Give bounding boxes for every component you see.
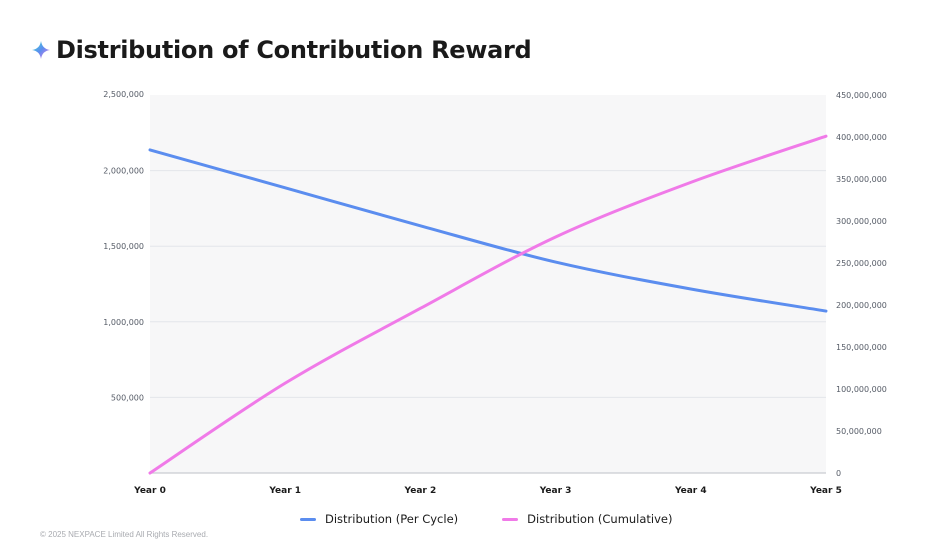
x-tick-label: Year 5 <box>809 486 842 496</box>
series-lines <box>148 134 828 475</box>
copyright-footer: © 2025 NEXPACE Limited All Rights Reserv… <box>40 530 209 539</box>
x-axis: Year 0 Year 1 Year 2 Year 3 Year 4 Year 5 <box>133 486 842 496</box>
y-left-tick-label: 2,000,000 <box>103 167 144 176</box>
x-tick-label: Year 3 <box>539 486 572 496</box>
x-tick-label: Year 0 <box>133 486 166 496</box>
legend-label: Distribution (Cumulative) <box>527 512 673 526</box>
series-line-per-cycle <box>148 148 828 313</box>
y-right-tick-label: 400,000,000 <box>836 133 887 142</box>
y-right-tick-label: 450,000,000 <box>836 91 887 100</box>
sparkle-icon <box>32 41 50 59</box>
x-tick-label: Year 2 <box>404 486 437 496</box>
y-right-tick-label: 0 <box>836 469 841 478</box>
y-left-tick-label: 2,500,000 <box>103 90 144 99</box>
gridlines <box>150 170 826 474</box>
y-right-tick-label: 100,000,000 <box>836 385 887 394</box>
page-title: Distribution of Contribution Reward <box>56 36 532 64</box>
y-right-tick-label: 150,000,000 <box>836 343 887 352</box>
y-left-tick-label: 1,500,000 <box>103 242 144 251</box>
y-left-tick-label: 500,000 <box>111 393 144 402</box>
legend-swatch-cumulative <box>502 517 519 521</box>
y-right-tick-label: 250,000,000 <box>836 259 887 268</box>
y-axis-left: 500,000 1,000,000 1,500,000 2,000,000 2,500,… <box>103 90 144 402</box>
legend: Distribution (Per Cycle) Distribution (C… <box>300 512 717 526</box>
y-axis-right: 0 50,000,000 100,000,000 150,000,000 200,000… <box>836 91 887 478</box>
y-right-tick-label: 300,000,000 <box>836 217 887 226</box>
y-right-tick-label: 50,000,000 <box>836 427 882 436</box>
plot-area <box>150 95 826 473</box>
y-right-tick-label: 200,000,000 <box>836 301 887 310</box>
legend-item-cumulative: Distribution (Cumulative) <box>502 512 673 526</box>
legend-item-per-cycle: Distribution (Per Cycle) <box>300 512 458 526</box>
title-bar: Distribution of Contribution Reward <box>32 36 532 64</box>
y-right-tick-label: 350,000,000 <box>836 175 887 184</box>
series-line-cumulative <box>148 134 828 475</box>
y-left-tick-label: 1,000,000 <box>103 318 144 327</box>
x-tick-label: Year 1 <box>268 486 301 496</box>
legend-label: Distribution (Per Cycle) <box>325 512 459 526</box>
legend-swatch-per-cycle <box>300 517 316 521</box>
x-tick-label: Year 4 <box>674 486 707 496</box>
